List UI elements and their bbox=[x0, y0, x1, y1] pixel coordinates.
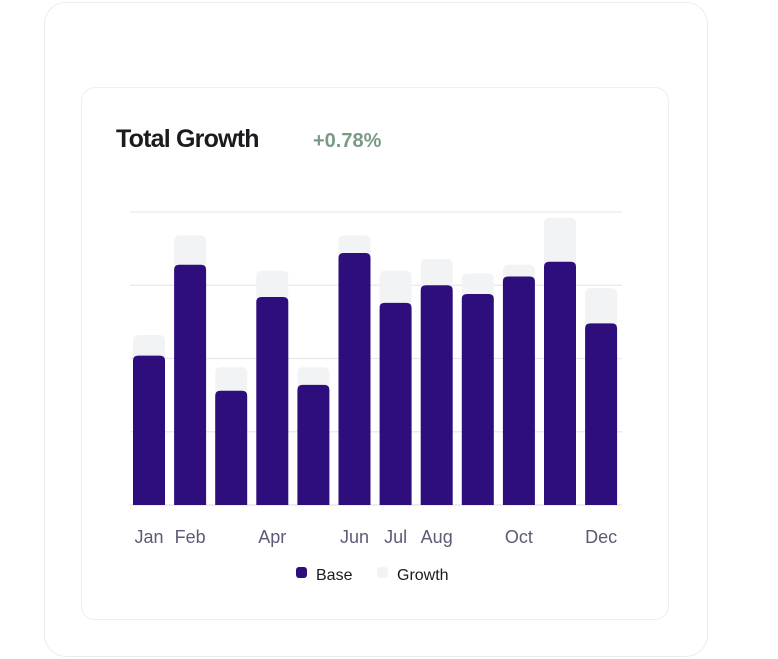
x-tick-label: Apr bbox=[258, 527, 286, 547]
bar-base bbox=[174, 264, 207, 505]
bar-base bbox=[338, 253, 371, 505]
bar-growth bbox=[256, 270, 289, 305]
x-tick-label: Jun bbox=[340, 527, 369, 547]
bar-base bbox=[461, 294, 494, 505]
chart-title: Total Growth bbox=[116, 125, 260, 153]
bar-growth bbox=[544, 217, 576, 270]
bar-growth bbox=[174, 235, 207, 273]
legend-swatch-growth bbox=[377, 567, 388, 578]
x-tick-label: Jul bbox=[384, 527, 407, 547]
bar-base bbox=[544, 261, 576, 505]
bar-growth bbox=[585, 288, 618, 332]
x-tick-label: Aug bbox=[421, 527, 453, 547]
bar-base bbox=[215, 390, 248, 505]
bar-base bbox=[297, 384, 330, 505]
bar-growth bbox=[379, 270, 412, 311]
bar-base bbox=[256, 296, 289, 505]
legend-label-growth: Growth bbox=[397, 567, 449, 584]
bar-base bbox=[502, 276, 535, 505]
bar-growth bbox=[420, 258, 453, 294]
x-tick-label: Dec bbox=[585, 527, 617, 547]
bar-base bbox=[420, 285, 453, 505]
x-tick-label: Jan bbox=[134, 527, 163, 547]
x-tick-label: Feb bbox=[175, 527, 206, 547]
bar-base bbox=[379, 302, 412, 505]
bar-base bbox=[133, 355, 165, 505]
x-tick-label: Oct bbox=[505, 527, 533, 547]
growth-delta: +0.78% bbox=[313, 130, 382, 152]
legend-swatch-base bbox=[296, 567, 307, 578]
bar-base bbox=[585, 323, 618, 505]
legend-label-base: Base bbox=[316, 567, 353, 584]
